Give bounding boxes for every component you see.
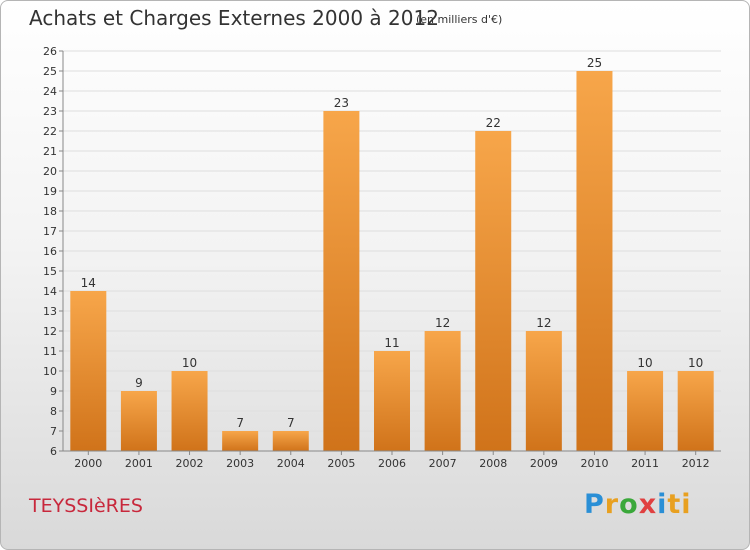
proxiti-logo: Proxiti: [584, 489, 692, 520]
y-tick-label: 21: [43, 145, 57, 158]
y-tick-label: 12: [43, 325, 57, 338]
x-tick-label: 2009: [530, 457, 558, 470]
y-tick-label: 24: [43, 85, 57, 98]
bar-value-label: 22: [486, 116, 501, 130]
chart-unit: (en milliers d'€): [416, 13, 503, 26]
y-tick-label: 16: [43, 245, 57, 258]
bar: [677, 371, 714, 451]
x-tick-label: 2006: [378, 457, 406, 470]
logo-part: P: [584, 489, 605, 520]
logo-part: x: [638, 489, 658, 520]
bar-value-label: 9: [135, 376, 143, 390]
logo-part: o: [619, 489, 639, 520]
bar-value-label: 10: [637, 356, 652, 370]
bar: [323, 111, 360, 451]
logo-part: r: [604, 489, 620, 520]
bar: [576, 71, 613, 451]
y-tick-label: 13: [43, 305, 57, 318]
bar-value-label: 7: [236, 416, 244, 430]
y-tick-label: 15: [43, 265, 57, 278]
y-tick-label: 6: [50, 445, 57, 458]
x-tick-label: 2010: [580, 457, 608, 470]
logo-part: i: [657, 489, 668, 520]
bar-value-label: 11: [384, 336, 399, 350]
bar: [475, 131, 512, 451]
x-tick-label: 2002: [176, 457, 204, 470]
bar-value-label: 25: [587, 56, 602, 70]
place-name: TEYSSIèRES: [29, 495, 143, 517]
bar-value-label: 23: [334, 96, 349, 110]
y-tick-label: 25: [43, 65, 57, 78]
x-tick-label: 2011: [631, 457, 659, 470]
bar-value-label: 12: [536, 316, 551, 330]
y-tick-label: 22: [43, 125, 57, 138]
y-tick-label: 11: [43, 345, 57, 358]
y-tick-label: 9: [50, 385, 57, 398]
logo-part: ti: [667, 489, 692, 520]
y-tick-label: 23: [43, 105, 57, 118]
x-tick-label: 2012: [682, 457, 710, 470]
bar: [374, 351, 410, 451]
y-tick-label: 26: [43, 45, 57, 58]
bar: [171, 371, 208, 451]
y-tick-label: 20: [43, 165, 57, 178]
bar: [525, 331, 562, 451]
x-tick-label: 2008: [479, 457, 507, 470]
x-tick-label: 2000: [74, 457, 102, 470]
x-tick-label: 2005: [327, 457, 355, 470]
chart-title: Achats et Charges Externes 2000 à 2012: [29, 6, 439, 30]
bar: [424, 331, 461, 451]
bar-value-label: 7: [287, 416, 295, 430]
bar-value-label: 12: [435, 316, 450, 330]
bar: [627, 371, 664, 451]
y-tick-label: 18: [43, 205, 57, 218]
bar-value-label: 14: [81, 276, 96, 290]
bar-value-label: 10: [182, 356, 197, 370]
x-tick-label: 2007: [429, 457, 457, 470]
bar: [120, 391, 157, 451]
bar-value-label: 10: [688, 356, 703, 370]
bar: [222, 431, 259, 451]
y-tick-label: 8: [50, 405, 57, 418]
y-tick-label: 7: [50, 425, 57, 438]
y-tick-label: 10: [43, 365, 57, 378]
bar: [70, 291, 107, 451]
x-tick-label: 2003: [226, 457, 254, 470]
bar: [272, 431, 309, 451]
x-tick-label: 2004: [277, 457, 305, 470]
y-tick-label: 14: [43, 285, 57, 298]
y-tick-label: 19: [43, 185, 57, 198]
x-tick-label: 2001: [125, 457, 153, 470]
y-tick-label: 17: [43, 225, 57, 238]
